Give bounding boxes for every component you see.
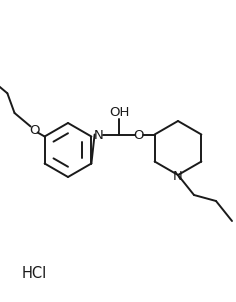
Text: HCl: HCl	[22, 266, 47, 281]
Text: OH: OH	[110, 106, 130, 119]
Text: O: O	[133, 129, 144, 142]
Text: N: N	[173, 171, 183, 184]
Text: O: O	[29, 124, 40, 137]
Text: N: N	[94, 129, 104, 142]
